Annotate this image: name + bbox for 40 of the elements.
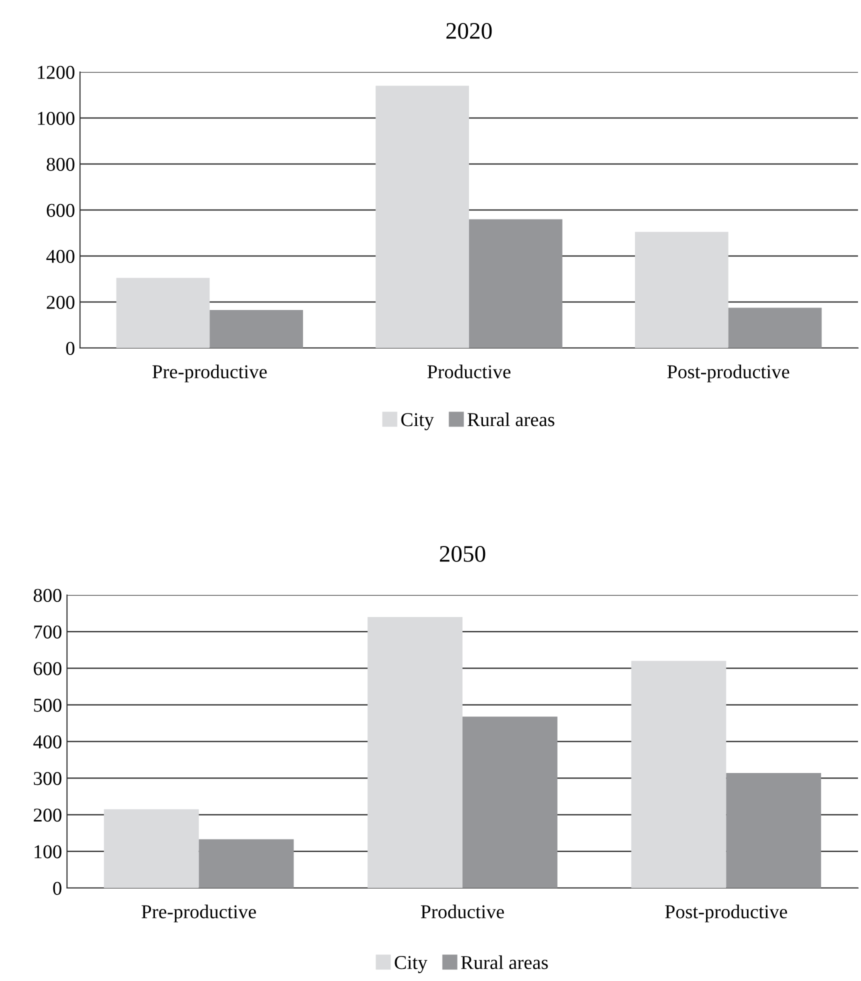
- chart-title: 2020: [446, 22, 492, 39]
- x-tick-label: Productive: [420, 904, 504, 918]
- y-tick-label: 700: [34, 625, 62, 639]
- y-tick-label: 200: [34, 808, 62, 822]
- y-tick-label: 400: [46, 250, 74, 263]
- bar: [728, 308, 822, 348]
- y-tick-label: 800: [34, 588, 62, 602]
- bar: [368, 616, 462, 888]
- y-tick-label: 1000: [38, 112, 74, 125]
- y-tick-label: 300: [34, 772, 62, 786]
- chart-title: 2050: [440, 546, 486, 562]
- bar: [376, 86, 469, 348]
- legend-label: City: [394, 956, 428, 974]
- y-tick-label: 600: [46, 204, 74, 217]
- y-tick-label: 0: [53, 882, 62, 895]
- x-tick-label: Pre-productive: [152, 364, 267, 382]
- bar: [116, 278, 210, 348]
- legend-label: Rural areas: [461, 955, 548, 970]
- bar: [198, 839, 294, 888]
- bar: [726, 772, 822, 888]
- bar: [634, 232, 728, 348]
- y-tick-label: 400: [33, 735, 62, 748]
- bar: [462, 716, 558, 888]
- x-tick-label: Post-productive: [667, 364, 790, 382]
- y-tick-label: 800: [46, 158, 74, 171]
- y-tick-label: 100: [34, 845, 62, 858]
- legend-label: City: [401, 413, 434, 430]
- legend-label: Rural areas: [468, 412, 554, 426]
- bar: [210, 310, 304, 348]
- y-tick-label: 200: [46, 296, 74, 309]
- x-tick-label: Productive: [427, 364, 510, 378]
- y-tick-label: 0: [66, 342, 74, 355]
- bar: [631, 660, 726, 888]
- y-tick-label: 1200: [38, 66, 74, 79]
- x-tick-label: Post-productive: [665, 904, 788, 922]
- y-tick-label: 600: [34, 662, 62, 676]
- x-tick-label: Pre-productive: [142, 904, 256, 922]
- bar: [104, 809, 199, 888]
- bar: [469, 219, 562, 348]
- y-tick-label: 500: [34, 698, 62, 712]
